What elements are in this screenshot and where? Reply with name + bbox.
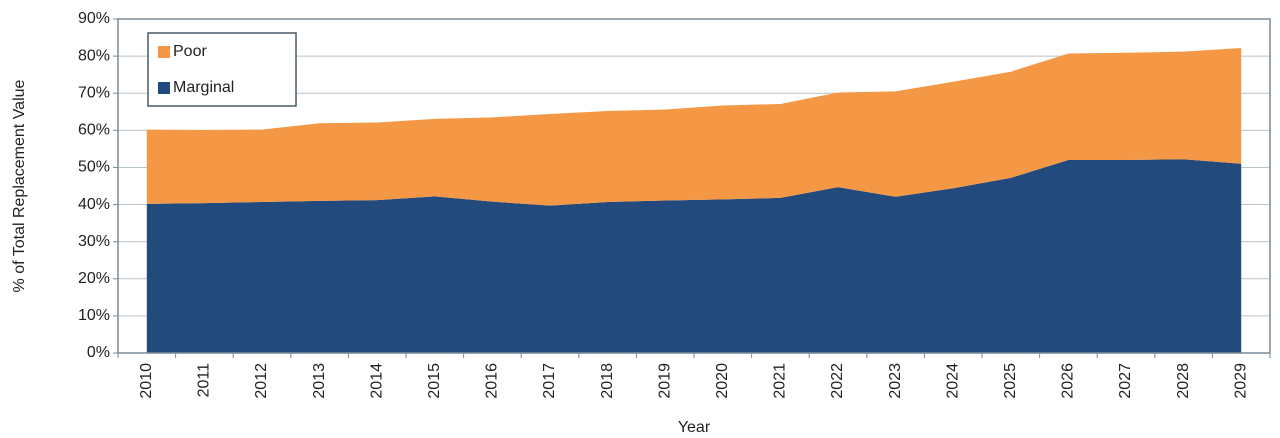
y-tick-label: 60% bbox=[78, 122, 110, 139]
x-tick-label: 2026 bbox=[1060, 363, 1077, 399]
legend-label: Poor bbox=[173, 43, 207, 60]
x-tick-label: 2029 bbox=[1232, 363, 1249, 399]
y-tick-label: 80% bbox=[78, 47, 110, 64]
x-tick-label: 2014 bbox=[368, 363, 385, 399]
x-tick-label: 2015 bbox=[426, 363, 443, 399]
y-tick-label: 40% bbox=[78, 196, 110, 213]
x-tick-label: 2010 bbox=[138, 363, 155, 399]
x-tick-label: 2018 bbox=[599, 363, 616, 399]
x-tick-label: 2016 bbox=[484, 363, 501, 399]
x-tick-label: 2013 bbox=[311, 363, 328, 399]
x-tick-label: 2012 bbox=[253, 363, 270, 399]
x-tick-label: 2011 bbox=[196, 363, 213, 398]
x-tick-label: 2019 bbox=[656, 363, 673, 399]
legend-swatch bbox=[158, 82, 170, 94]
x-tick-label: 2022 bbox=[829, 363, 846, 399]
x-tick-label: 2023 bbox=[887, 363, 904, 399]
y-axis-label: % of Total Replacement Value bbox=[11, 79, 28, 292]
x-tick-label: 2028 bbox=[1175, 363, 1192, 399]
y-tick-label: 10% bbox=[78, 307, 110, 324]
y-tick-label: 90% bbox=[78, 10, 110, 27]
y-tick-label: 20% bbox=[78, 270, 110, 287]
legend-swatch bbox=[158, 46, 170, 58]
x-tick-label: 2021 bbox=[772, 363, 789, 399]
x-tick-label: 2020 bbox=[714, 363, 731, 399]
legend-box bbox=[147, 32, 297, 107]
area bbox=[146, 159, 1242, 353]
y-tick-label: 30% bbox=[78, 233, 110, 250]
y-tick-label: 0% bbox=[87, 344, 110, 361]
x-tick-label: 2027 bbox=[1117, 363, 1134, 399]
y-tick-label: 70% bbox=[78, 84, 110, 101]
legend-label: Marginal bbox=[173, 79, 234, 96]
x-tick-label: 2024 bbox=[944, 363, 961, 399]
x-tick-label: 2017 bbox=[541, 363, 558, 399]
x-tick-label: 2025 bbox=[1002, 363, 1019, 399]
x-axis-label: Year bbox=[678, 419, 711, 436]
area bbox=[146, 47, 1242, 206]
y-tick-label: 50% bbox=[78, 159, 110, 176]
